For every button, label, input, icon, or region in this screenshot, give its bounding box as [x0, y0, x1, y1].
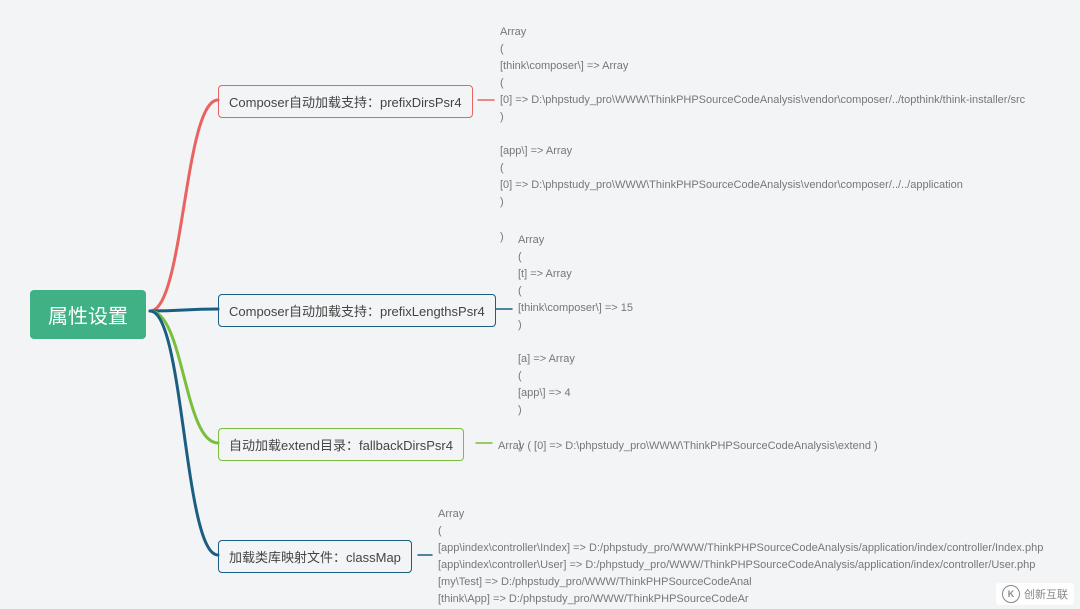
child-node-n3[interactable]: 自动加载extend目录：fallbackDirsPsr4 [218, 428, 464, 461]
child-node-n4[interactable]: 加载类库映射文件：classMap [218, 540, 412, 573]
leaf-text-n1: Array ( [think\composer\] => Array ( [0]… [500, 24, 1025, 246]
watermark-text: 创新互联 [1024, 586, 1068, 602]
child-node-n2[interactable]: Composer自动加载支持：prefixLengthsPsr4 [218, 294, 496, 327]
root-node[interactable]: 属性设置 [30, 290, 146, 339]
leaf-text-n3: Array ( [0] => D:\phpstudy_pro\WWW\Think… [498, 438, 878, 455]
mindmap-canvas: 属性设置 Composer自动加载支持：prefixDirsPsr4 Array (… [0, 0, 1080, 609]
watermark: K 创新互联 [996, 583, 1074, 605]
child-node-n1[interactable]: Composer自动加载支持：prefixDirsPsr4 [218, 85, 473, 118]
watermark-logo: K [1002, 585, 1020, 603]
leaf-text-n4: Array ( [app\index\controller\Index] => … [438, 506, 1043, 608]
leaf-text-n2: Array ( [t] => Array ( [think\composer\]… [518, 232, 633, 454]
